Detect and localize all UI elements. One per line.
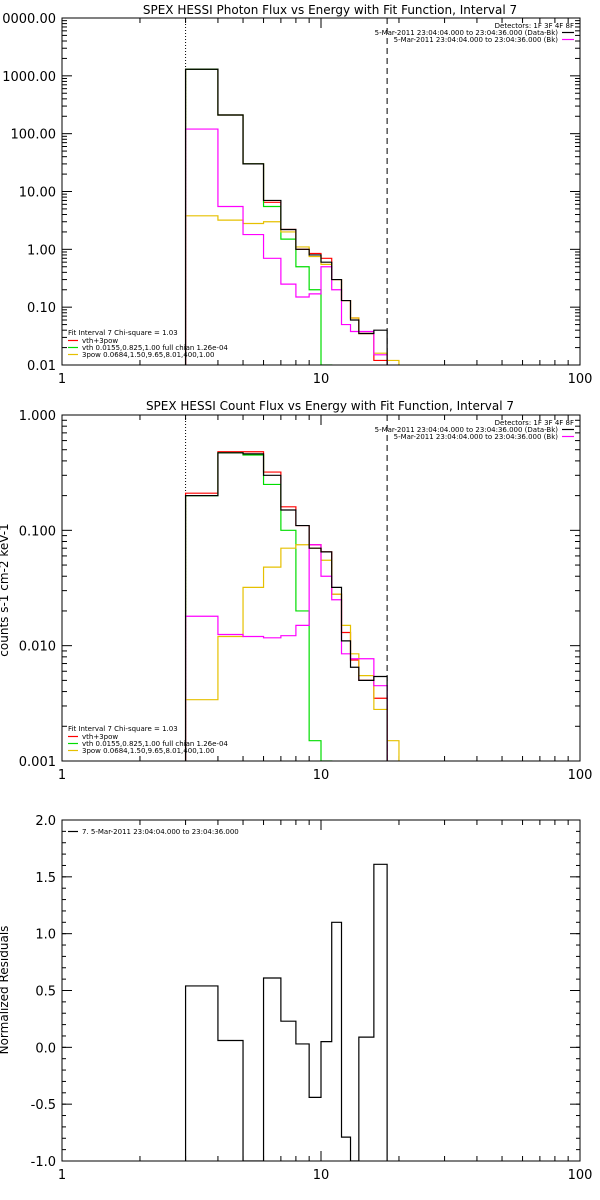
legend-entry: vth 0.0155,0.825,1.00 full chian 1.26e-0… — [82, 344, 228, 352]
x-tick-label: 10 — [313, 768, 330, 783]
legend-right-entry: Detectors: 1F 3F 4F 8F — [495, 419, 574, 427]
y-tick-label: 0.100 — [19, 524, 56, 539]
y-tick-label: 2.0 — [35, 814, 56, 829]
legend-entry: vth 0.0155,0.825,1.00 full chian 1.26e-0… — [82, 740, 228, 748]
residuals-panel: Normalized Residuals 1 10 100 -1.0 -0.5 0.0 0.… — [0, 814, 592, 1183]
legend-right-entry: 5-Mar-2011 23:04:04.000 to 23:04:36.000 … — [375, 426, 559, 434]
plot-frame — [61, 819, 581, 1162]
y-tick-label: 0.01 — [27, 359, 56, 374]
y-tick-label: 1.5 — [35, 871, 56, 886]
y-tick-label: 0.001 — [19, 755, 56, 770]
legend-header: Fit Interval 7 Chi-square = 1.03 — [68, 329, 178, 337]
legend-right-entry: 5-Mar-2011 23:04:04.000 to 23:04:36.000 … — [375, 29, 559, 37]
y-tick-label: -0.5 — [31, 1098, 56, 1113]
y-tick-label: 0.010 — [19, 640, 56, 655]
series-0-histogram — [184, 451, 388, 761]
y-tick-label: 0.0 — [35, 1041, 56, 1056]
series-0-histogram — [184, 68, 388, 365]
series-4-histogram — [184, 452, 388, 761]
y-tick-label: 1.0 — [35, 928, 56, 943]
legend-entry: vth+3pow — [82, 733, 118, 741]
residuals-y-axis-label: Normalized Residuals — [0, 926, 11, 1055]
y-tick-label: 1000.00 — [2, 70, 56, 85]
series-2-histogram — [184, 544, 400, 761]
count-flux-title: SPEX HESSI Count Flux vs Energy with Fit… — [146, 399, 514, 413]
count-flux-panel: SPEX HESSI Count Flux vs Energy with Fit… — [0, 399, 592, 783]
photon-flux-title: SPEX HESSI Photon Flux vs Energy with Fi… — [143, 3, 517, 17]
x-tick-label: 100 — [568, 768, 593, 783]
photon-flux-panel: SPEX HESSI Photon Flux vs Energy with Fi… — [2, 3, 592, 387]
series-3-histogram — [184, 128, 388, 365]
legend-right-entry: Detectors: 1F 3F 4F 8F — [495, 22, 574, 30]
legend-right-entry: 5-Mar-2011 23:04:04.000 to 23:04:36.000 … — [394, 36, 559, 44]
legend-entry: vth+3pow — [82, 337, 118, 345]
series-0-histogram — [184, 863, 388, 1161]
series-4-histogram — [184, 68, 388, 365]
count-flux-y-axis-label: counts s-1 cm-2 keV-1 — [0, 523, 11, 656]
legend-entry: 7. 5-Mar-2011 23:04:04.000 to 23:04:36.0… — [82, 828, 239, 836]
series-1-histogram — [184, 68, 333, 365]
legend-header: Fit Interval 7 Chi-square = 1.03 — [68, 725, 178, 733]
y-tick-label: 1.00 — [27, 243, 56, 258]
legend-right-entry: 5-Mar-2011 23:04:04.000 to 23:04:36.000 … — [394, 433, 559, 441]
y-tick-label: -1.0 — [31, 1155, 56, 1170]
x-tick-label: 100 — [568, 372, 593, 387]
plot-frame — [61, 17, 581, 366]
y-tick-label: 0.5 — [35, 985, 56, 1000]
plot-frame — [61, 414, 581, 762]
series-1-histogram — [184, 452, 333, 761]
y-tick-label: 1.000 — [19, 409, 56, 424]
x-tick-label: 10 — [313, 372, 330, 387]
legend-entry: 3pow 0.0684,1.50,9.65,8.01,400,1.00 — [82, 747, 214, 755]
x-tick-label: 1 — [58, 1168, 66, 1183]
x-tick-label: 1 — [58, 372, 66, 387]
x-tick-label: 100 — [568, 1168, 593, 1183]
y-tick-label: 0.10 — [27, 301, 56, 316]
y-tick-label: 100.00 — [11, 128, 57, 143]
legend-entry: 3pow 0.0684,1.50,9.65,8.01,400,1.00 — [82, 351, 214, 359]
x-tick-label: 1 — [58, 768, 66, 783]
y-tick-label: 0000.00 — [2, 12, 56, 27]
x-tick-label: 10 — [313, 1168, 330, 1183]
y-tick-label: 10.00 — [19, 186, 56, 201]
